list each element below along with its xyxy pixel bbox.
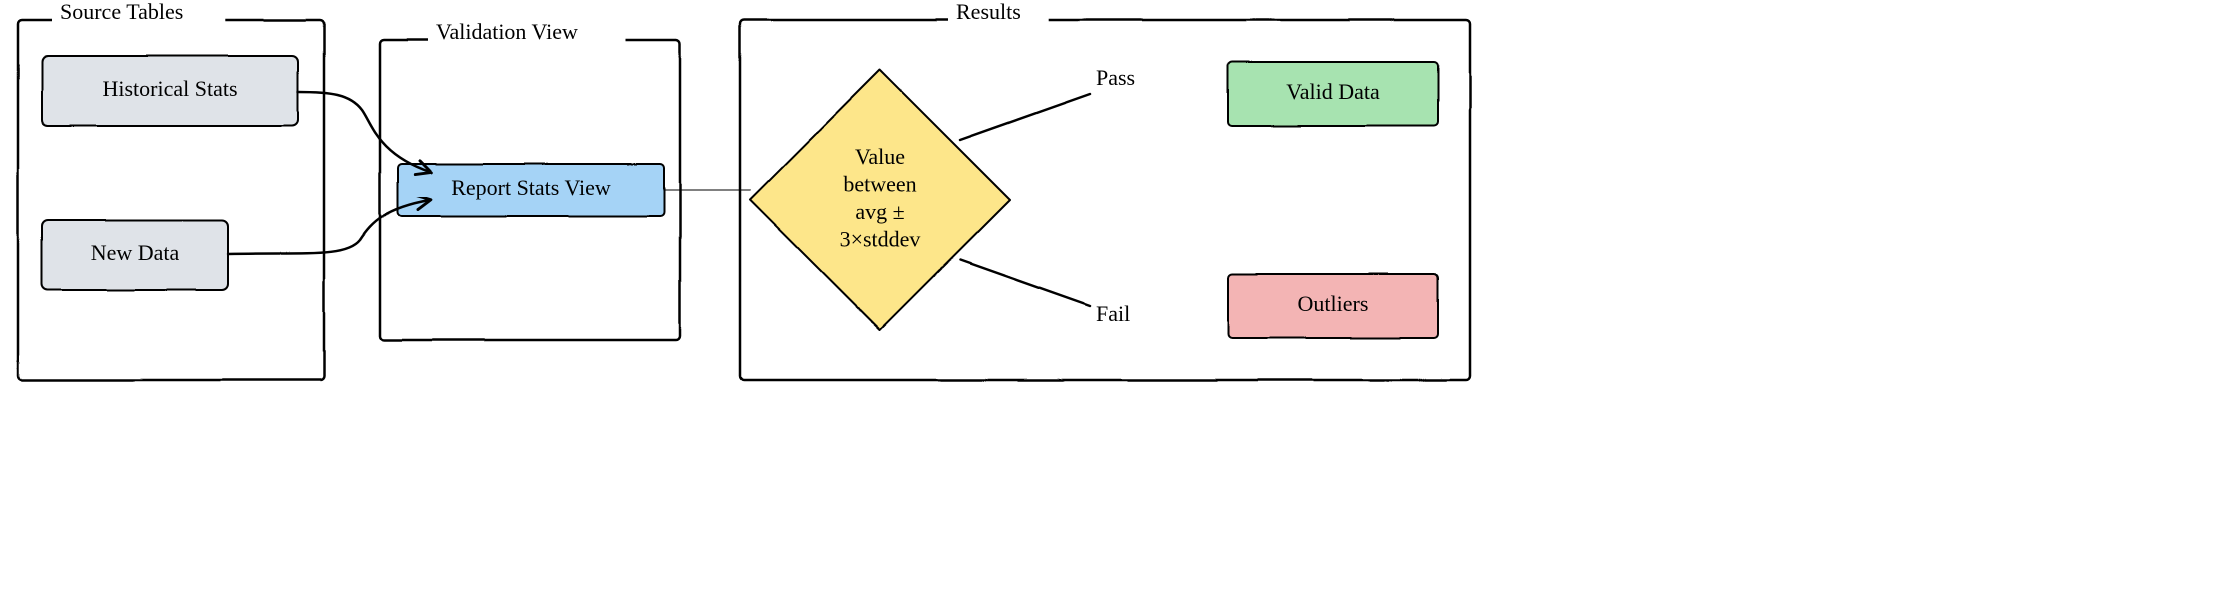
node-outliers-label: Outliers <box>1298 291 1369 316</box>
edge-dec_to_valid-label: Pass <box>1096 65 1135 90</box>
group-source-title: Source Tables <box>60 0 183 24</box>
group-validation-title: Validation View <box>436 19 578 44</box>
node-decision-label-3: 3×stddev <box>840 226 921 251</box>
node-historical-label: Historical Stats <box>102 76 237 101</box>
edge-dec_to_valid <box>960 94 1090 140</box>
node-decision-label-0: Value <box>855 144 905 169</box>
node-valid-label: Valid Data <box>1286 79 1380 104</box>
node-newdata-label: New Data <box>91 240 180 265</box>
group-results-title: Results <box>956 0 1021 24</box>
node-report-label: Report Stats View <box>451 175 611 200</box>
edge-dec_to_outl <box>960 260 1090 306</box>
edge-dec_to_outl-label: Fail <box>1096 301 1130 326</box>
node-decision-label-1: between <box>843 171 916 196</box>
edge-hist_to_report <box>298 92 430 172</box>
node-decision-label-2: avg ± <box>855 199 904 224</box>
edge-report_to_dec <box>664 190 748 191</box>
edge-new_to_report <box>228 200 430 254</box>
